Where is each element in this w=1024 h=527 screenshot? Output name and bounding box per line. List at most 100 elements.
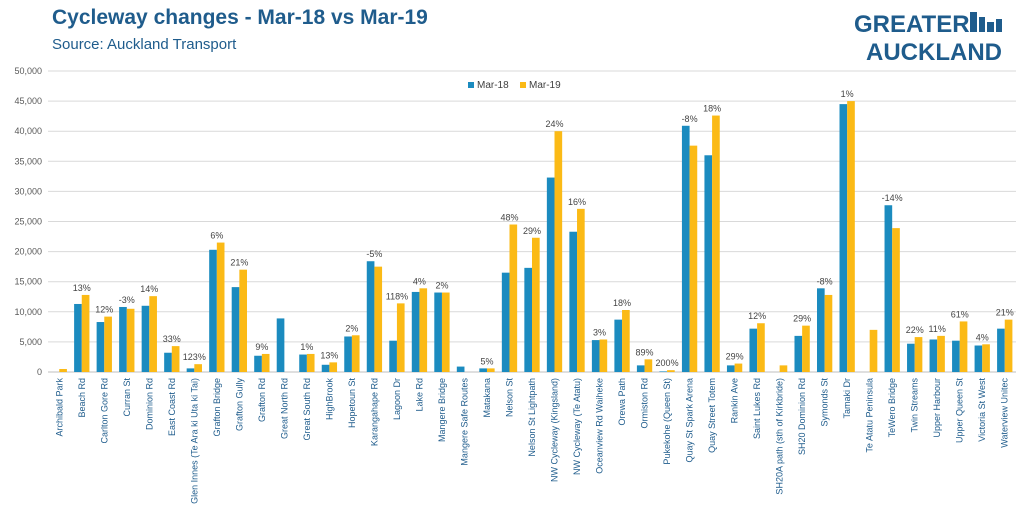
bar-mar18 (749, 328, 758, 372)
bar-mar18 (411, 291, 420, 372)
x-category-label: East Coast Rd (167, 378, 177, 436)
x-category-label: Carlton Gore Rd (99, 378, 109, 444)
bar-mar18 (479, 368, 487, 372)
bar-mar19 (104, 316, 112, 372)
data-label: 18% (613, 298, 631, 308)
bar-mar18 (501, 272, 510, 372)
chart-subtitle: Source: Auckland Transport (52, 36, 237, 53)
bar-mar19 (937, 335, 945, 372)
data-label: 5% (480, 356, 493, 366)
bar-mar18 (366, 261, 375, 372)
x-category-label: Quay St Spark Arena (685, 378, 695, 463)
x-category-label: Upper Queen St (955, 378, 965, 444)
data-label: 89% (636, 347, 654, 357)
x-category-label: Grafton Gully (234, 378, 244, 432)
data-label: 13% (73, 283, 91, 293)
bar-mar19 (374, 266, 383, 372)
data-label: 200% (656, 358, 679, 368)
data-label: -14% (882, 193, 903, 203)
bar-mar18 (231, 287, 240, 372)
y-tick-label: 10,000 (14, 307, 42, 317)
x-category-label: NW Cycleway (Kingsland) (550, 378, 560, 482)
bar-mar18 (952, 340, 960, 372)
bar-mar18 (929, 339, 938, 372)
chart-title: Cycleway changes - Mar-18 vs Mar-19 (52, 6, 428, 29)
x-category-label: Grafton Rd (257, 378, 267, 422)
bar-mar19 (982, 344, 990, 372)
data-label: 29% (793, 314, 811, 324)
data-label: 1% (300, 342, 313, 352)
bar-mar18 (591, 340, 600, 372)
x-category-label: Karangahape Rd (369, 378, 379, 446)
bar-mar18 (186, 368, 195, 372)
bar-mar19 (914, 337, 923, 372)
x-category-label: Lagoon Dr (392, 378, 402, 420)
greater-auckland-logo: GREATER AUCKLAND (854, 11, 1002, 66)
legend-swatch (520, 82, 526, 88)
bar-mar19 (959, 321, 968, 372)
bar-mar19 (622, 309, 630, 372)
x-category-label: Lake Rd (414, 378, 424, 412)
data-label: 13% (320, 350, 338, 360)
bar-mar19 (892, 228, 900, 372)
data-label: 22% (906, 325, 924, 335)
data-label: 16% (568, 197, 586, 207)
bar-mar18 (299, 354, 307, 372)
legend-swatch (468, 82, 474, 88)
bar-mar18 (681, 125, 690, 372)
x-category-label: Te Atatu Peninsula (865, 378, 875, 453)
bar-mar18 (816, 288, 825, 372)
bar-mar19 (599, 339, 608, 372)
bar-mar18 (119, 306, 127, 372)
bar-mar19 (667, 370, 675, 372)
bar-mar19 (351, 335, 360, 372)
bar-mar18 (164, 352, 172, 372)
bar-mar19 (757, 323, 765, 372)
bar-mar19 (554, 131, 563, 372)
x-category-label: Oceanview Rd Waiheke (595, 378, 605, 474)
x-category-label: Quay Street Totem (707, 378, 717, 453)
y-tick-label: 40,000 (14, 126, 42, 136)
data-label: 11% (929, 324, 946, 334)
x-category-label: Grafton Bridge (212, 378, 222, 437)
x-category-label: SH20 Dominion Rd (797, 378, 807, 455)
bar-mar18 (907, 343, 915, 372)
data-label: 6% (210, 231, 223, 241)
data-label: -5% (366, 249, 382, 259)
x-category-label: Twin Streams (910, 378, 920, 433)
y-tick-label: 50,000 (14, 66, 42, 76)
data-label: 2% (435, 281, 448, 291)
logo-line1: GREATER (854, 11, 970, 38)
bar-mar19 (329, 362, 338, 372)
bar-mar19 (577, 208, 585, 372)
bar-mar18 (839, 104, 848, 373)
data-label: 12% (748, 311, 766, 321)
x-category-label: Nelson St (504, 378, 514, 418)
x-category-label: Great South Rd (302, 378, 312, 441)
bar-mar19 (171, 346, 180, 372)
data-label: 33% (163, 334, 181, 344)
x-category-label: Curran St (122, 378, 132, 417)
y-tick-label: 20,000 (14, 247, 42, 257)
bar-mar18 (997, 328, 1005, 372)
legend-label: Mar-19 (529, 80, 561, 91)
bar-mar18 (209, 249, 217, 372)
bar-mar19 (194, 364, 202, 372)
bar-mar19 (689, 145, 698, 372)
x-category-label: Mangere Safe Routes (459, 378, 469, 466)
bar-mar18 (636, 365, 645, 372)
bar-mar19 (869, 329, 878, 372)
bar-mar18 (524, 267, 532, 372)
x-category-label: Dominion Rd (144, 378, 154, 430)
x-category-label: Ormiston Rd (640, 378, 650, 429)
y-tick-label: 30,000 (14, 186, 42, 196)
legend: Mar-18 Mar-19 (468, 80, 561, 91)
x-category-label: Rankin Ave (730, 378, 740, 423)
x-category-label: Archibald Park (54, 378, 64, 437)
data-label: 123% (183, 352, 206, 362)
x-category-label: Symonds St (820, 378, 830, 427)
data-label: 61% (951, 309, 969, 319)
x-category-label: Waterview Unitec (1000, 378, 1010, 448)
bar-mar19 (419, 288, 428, 372)
